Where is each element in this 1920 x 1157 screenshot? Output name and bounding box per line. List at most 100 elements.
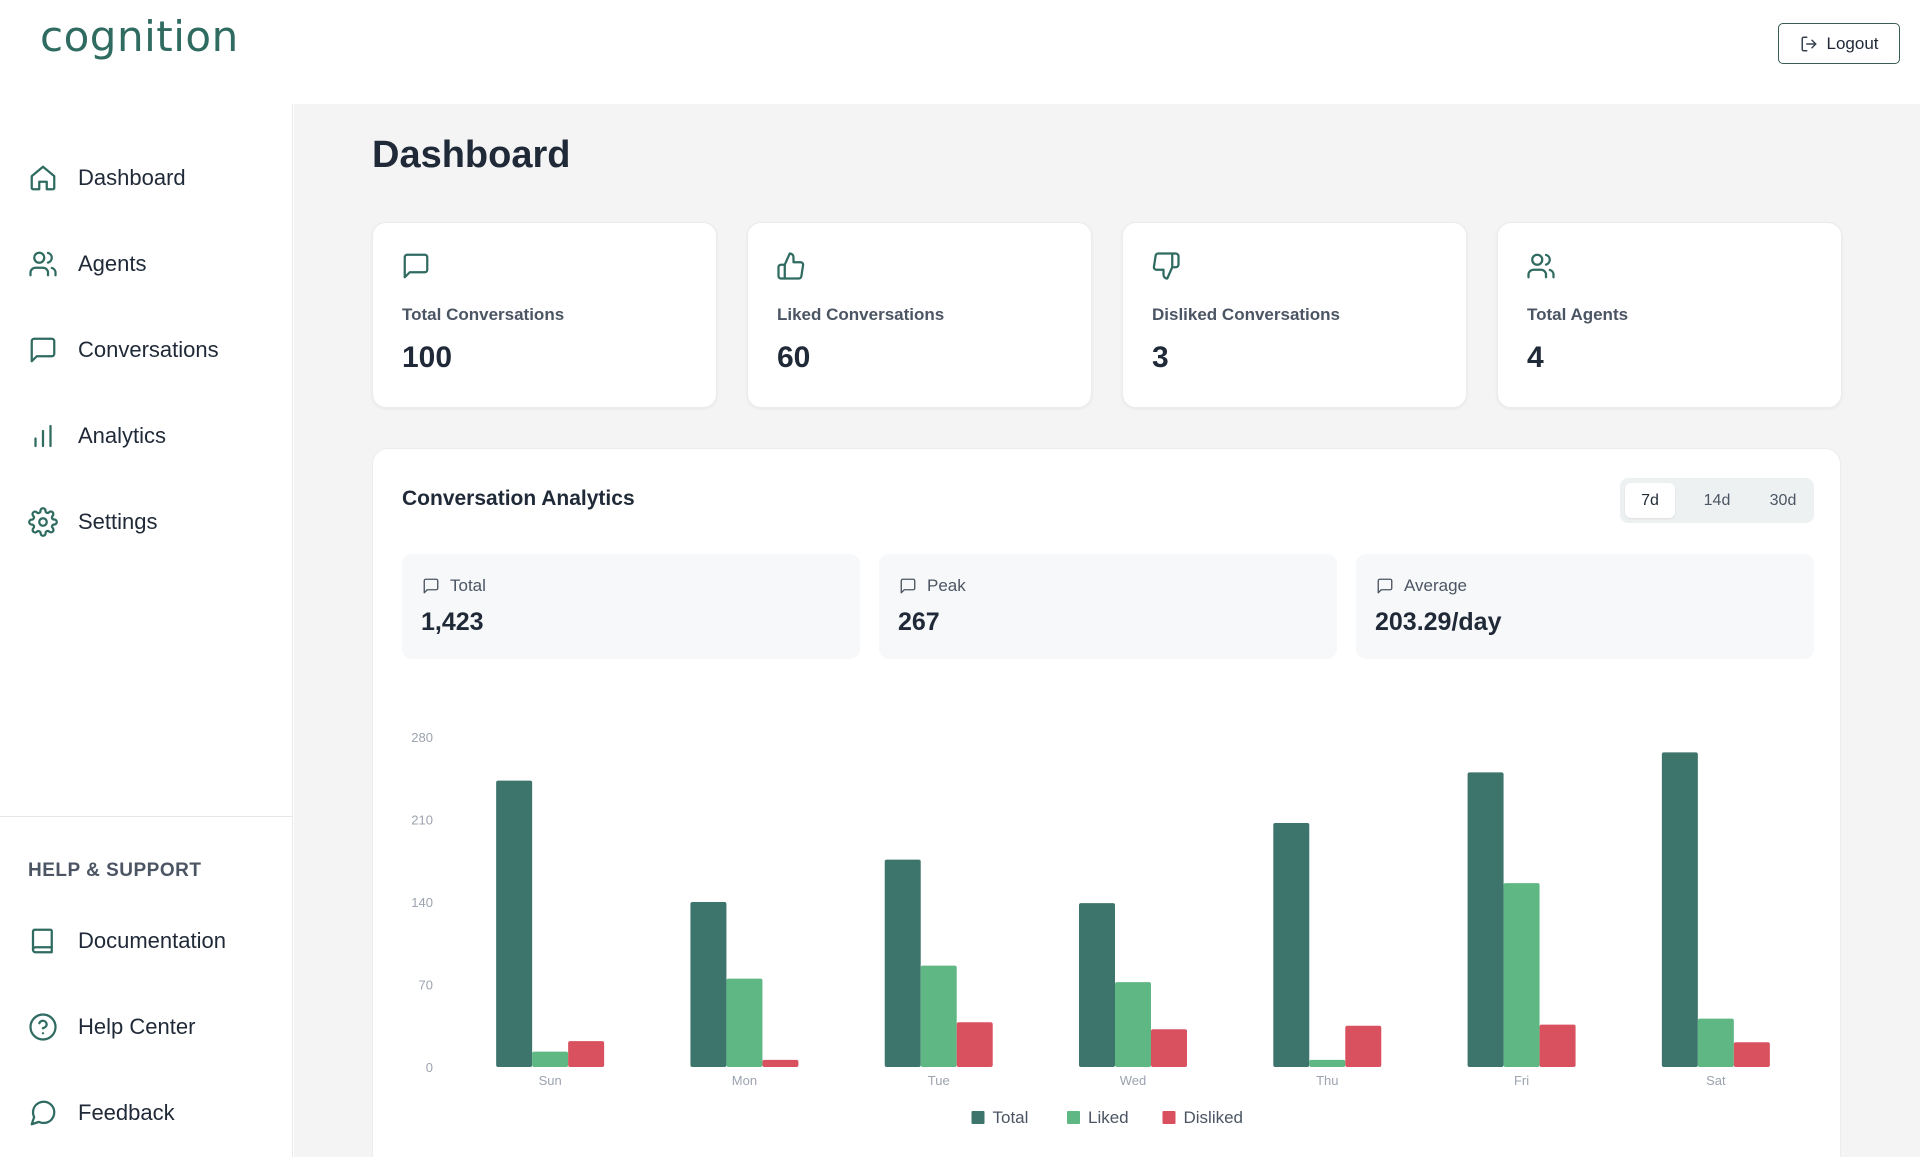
stat-value: 60 — [777, 341, 811, 374]
y-tick-label: 140 — [411, 895, 433, 910]
sidebar-item-dashboard[interactable]: Dashboard — [28, 163, 186, 193]
stat-card-disliked-conversations: Disliked Conversations 3 — [1122, 222, 1467, 408]
bar-liked-tue — [920, 965, 957, 1067]
users-icon — [29, 251, 57, 277]
stat-label: Total Conversations — [402, 305, 565, 324]
range-option-30d[interactable]: 30d — [1769, 491, 1797, 509]
chat-icon — [30, 337, 56, 363]
logout-button[interactable]: Logout — [1778, 23, 1900, 64]
bar-liked-fri — [1503, 883, 1540, 1067]
sidebar-item-conversations[interactable]: Conversations — [28, 335, 219, 365]
bar-total-sat — [1661, 752, 1698, 1067]
bar-disliked-sat — [1733, 1042, 1770, 1067]
summary-average: Average 203.29/day — [1356, 554, 1814, 659]
thumbs-down-icon — [1152, 252, 1180, 280]
x-tick-label: Sat — [1706, 1073, 1726, 1088]
bar-disliked-fri — [1539, 1024, 1576, 1067]
sidebar: Dashboard Agents Conversations Analytics… — [0, 104, 293, 1157]
bar-liked-sun — [532, 1051, 569, 1067]
sidebar-item-label: Agents — [78, 251, 147, 276]
sidebar-item-label: Conversations — [78, 337, 219, 362]
sidebar-item-help-center[interactable]: Help Center — [28, 1012, 195, 1042]
bar-chart-icon — [34, 424, 52, 448]
sidebar-item-feedback[interactable]: Feedback — [28, 1098, 175, 1128]
y-tick-label: 280 — [411, 730, 433, 745]
analytics-title: Conversation Analytics — [402, 487, 635, 510]
bar-disliked-sun — [568, 1041, 605, 1067]
gear-icon — [28, 507, 58, 537]
bar-total-wed — [1079, 903, 1115, 1067]
bar-disliked-tue — [956, 1022, 993, 1067]
chat-icon — [403, 253, 429, 279]
legend-swatch-liked — [1067, 1111, 1080, 1124]
range-option-14d[interactable]: 14d — [1703, 491, 1731, 509]
page-title: Dashboard — [372, 134, 571, 176]
stat-card-total-agents: Total Agents 4 — [1497, 222, 1842, 408]
summary-value: 267 — [898, 608, 940, 636]
feedback-bubble-icon — [30, 1100, 56, 1126]
y-tick-label: 210 — [411, 813, 433, 828]
sidebar-divider — [0, 816, 293, 817]
x-tick-label: Wed — [1120, 1073, 1147, 1088]
conversation-analytics-card: Conversation Analytics 7d 14d 30d Total … — [372, 448, 1841, 1157]
legend-swatch-total — [971, 1111, 985, 1124]
app-logo[interactable]: cognition — [40, 12, 239, 61]
summary-label: Average — [1404, 576, 1468, 595]
x-tick-label: Thu — [1316, 1073, 1338, 1088]
summary-label: Total — [450, 576, 486, 595]
legend-label-total: Total — [993, 1108, 1029, 1127]
help-section-title: HELP & SUPPORT — [28, 860, 202, 881]
stat-card-total-conversations: Total Conversations 100 — [372, 222, 717, 408]
sidebar-item-label: Feedback — [78, 1100, 175, 1125]
book-icon — [31, 928, 53, 954]
x-tick-label: Tue — [928, 1073, 950, 1088]
legend-label-disliked: Disliked — [1184, 1108, 1244, 1127]
logout-label: Logout — [1826, 33, 1879, 53]
sidebar-item-label: Help Center — [78, 1014, 196, 1039]
bar-disliked-mon — [762, 1059, 799, 1067]
users-icon — [1527, 253, 1555, 279]
range-option-7d[interactable]: 7d — [1625, 483, 1675, 518]
sidebar-item-analytics[interactable]: Analytics — [28, 421, 166, 451]
sidebar-item-settings[interactable]: Settings — [28, 507, 158, 537]
x-tick-label: Sun — [539, 1073, 562, 1088]
thumbs-up-icon — [777, 252, 805, 280]
summary-label: Peak — [927, 576, 966, 595]
bar-total-sun — [496, 780, 533, 1067]
stat-card-liked-conversations: Liked Conversations 60 — [747, 222, 1092, 408]
home-icon — [30, 165, 56, 191]
bar-total-thu — [1273, 823, 1310, 1067]
stat-value: 4 — [1527, 341, 1544, 374]
range-selector: 7d 14d 30d — [1620, 478, 1814, 523]
x-tick-label: Mon — [732, 1073, 757, 1088]
sidebar-item-label: Dashboard — [78, 165, 186, 190]
chat-icon — [423, 578, 439, 594]
x-tick-label: Fri — [1514, 1073, 1529, 1088]
stat-label: Total Agents — [1527, 305, 1629, 324]
bar-liked-mon — [726, 978, 763, 1067]
conversation-bar-chart: 0 70 140 210 280 Sun Mon Tue Wed Thu Fri Sat Total Li… — [411, 730, 1770, 1127]
bar-total-tue — [884, 859, 921, 1067]
bar-disliked-wed — [1151, 1029, 1187, 1067]
y-tick-label: 0 — [426, 1060, 433, 1075]
legend-swatch-disliked — [1162, 1111, 1176, 1124]
bar-total-mon — [690, 902, 727, 1067]
summary-peak: Peak 267 — [879, 554, 1337, 659]
logout-icon — [1801, 36, 1816, 51]
stat-value: 100 — [402, 341, 453, 374]
bar-liked-thu — [1309, 1059, 1346, 1067]
stat-label: Liked Conversations — [777, 305, 945, 324]
bar-liked-sat — [1697, 1018, 1734, 1067]
main-content: Dashboard Total Conversations 100 Liked … — [294, 104, 1920, 1157]
top-bar: cognition Logout — [0, 0, 1920, 104]
legend-label-liked: Liked — [1088, 1108, 1129, 1127]
stat-value: 3 — [1152, 341, 1169, 374]
sidebar-item-documentation[interactable]: Documentation — [28, 926, 226, 956]
bar-liked-wed — [1115, 982, 1151, 1067]
bar-total-fri — [1467, 772, 1504, 1067]
summary-value: 1,423 — [421, 608, 484, 636]
y-tick-label: 70 — [419, 978, 433, 993]
sidebar-item-agents[interactable]: Agents — [28, 249, 147, 279]
bar-disliked-thu — [1345, 1025, 1382, 1067]
chat-icon — [1377, 578, 1393, 594]
